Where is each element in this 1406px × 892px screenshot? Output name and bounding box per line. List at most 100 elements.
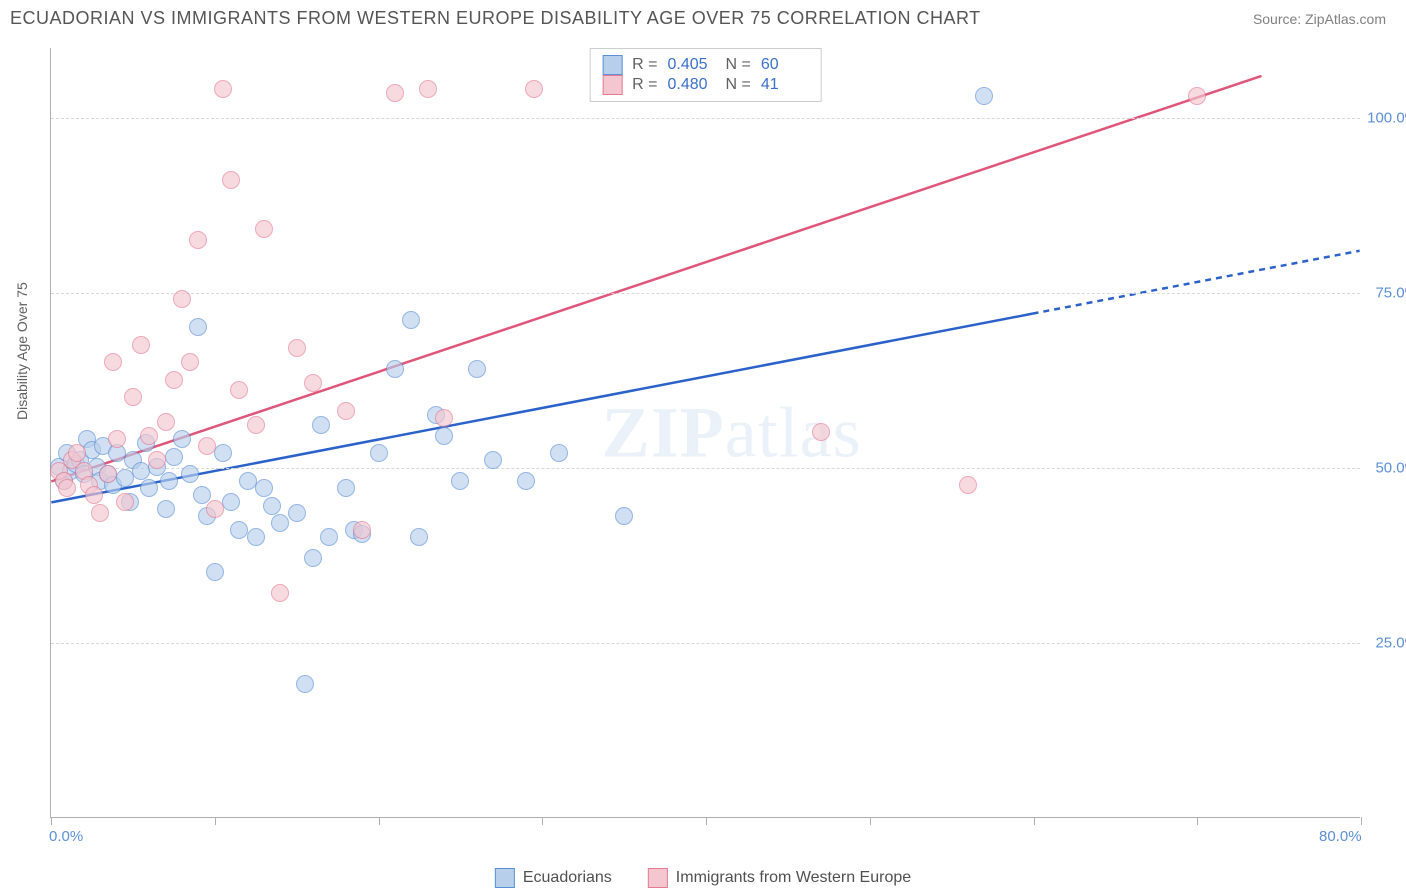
- data-point: [247, 416, 265, 434]
- trend-lines: [51, 48, 1360, 817]
- data-point: [165, 448, 183, 466]
- data-point: [386, 360, 404, 378]
- data-point: [517, 472, 535, 490]
- x-tick: [542, 817, 543, 825]
- legend-item: Immigrants from Western Europe: [648, 868, 911, 888]
- data-point: [975, 87, 993, 105]
- data-point: [214, 80, 232, 98]
- x-tick: [1034, 817, 1035, 825]
- n-label: N =: [726, 76, 751, 94]
- swatch-icon: [602, 55, 622, 75]
- scatter-chart: ZIPatlas R = 0.405 N = 60 R = 0.480 N = …: [50, 48, 1360, 818]
- swatch-icon: [495, 868, 515, 888]
- r-value: 0.480: [668, 76, 716, 94]
- data-point: [419, 80, 437, 98]
- data-point: [222, 493, 240, 511]
- data-point: [451, 472, 469, 490]
- legend-label: Immigrants from Western Europe: [676, 869, 911, 887]
- data-point: [140, 479, 158, 497]
- data-point: [525, 80, 543, 98]
- data-point: [337, 402, 355, 420]
- data-point: [206, 563, 224, 581]
- data-point: [214, 444, 232, 462]
- data-point: [304, 549, 322, 567]
- data-point: [484, 451, 502, 469]
- data-point: [370, 444, 388, 462]
- data-point: [189, 231, 207, 249]
- data-point: [157, 500, 175, 518]
- x-tick: [379, 817, 380, 825]
- data-point: [222, 171, 240, 189]
- data-point: [173, 290, 191, 308]
- data-point: [116, 493, 134, 511]
- data-point: [148, 451, 166, 469]
- data-point: [206, 500, 224, 518]
- data-point: [615, 507, 633, 525]
- chart-title: ECUADORIAN VS IMMIGRANTS FROM WESTERN EU…: [10, 8, 981, 29]
- data-point: [124, 388, 142, 406]
- y-axis-label: Disability Age Over 75: [14, 282, 30, 420]
- data-point: [271, 584, 289, 602]
- data-point: [198, 437, 216, 455]
- data-point: [104, 353, 122, 371]
- r-label: R =: [632, 56, 657, 74]
- data-point: [165, 371, 183, 389]
- y-tick-label: 100.0%: [1367, 110, 1406, 127]
- data-point: [181, 465, 199, 483]
- data-point: [812, 423, 830, 441]
- data-point: [132, 336, 150, 354]
- swatch-icon: [648, 868, 668, 888]
- data-point: [157, 413, 175, 431]
- legend-row: R = 0.480 N = 41: [602, 75, 809, 95]
- x-tick-label: 0.0%: [49, 828, 83, 845]
- x-tick: [706, 817, 707, 825]
- y-tick-label: 75.0%: [1375, 285, 1406, 302]
- n-value: 60: [761, 56, 809, 74]
- data-point: [116, 469, 134, 487]
- data-point: [468, 360, 486, 378]
- data-point: [230, 381, 248, 399]
- data-point: [312, 416, 330, 434]
- legend-label: Ecuadorians: [523, 869, 612, 887]
- y-tick-label: 50.0%: [1375, 460, 1406, 477]
- data-point: [160, 472, 178, 490]
- data-point: [85, 486, 103, 504]
- series-legend: Ecuadorians Immigrants from Western Euro…: [495, 868, 911, 888]
- data-point: [99, 465, 117, 483]
- swatch-icon: [602, 75, 622, 95]
- n-value: 41: [761, 76, 809, 94]
- data-point: [140, 427, 158, 445]
- data-point: [435, 427, 453, 445]
- data-point: [108, 430, 126, 448]
- gridline: [51, 643, 1360, 644]
- legend-row: R = 0.405 N = 60: [602, 55, 809, 75]
- data-point: [263, 497, 281, 515]
- data-point: [189, 318, 207, 336]
- data-point: [410, 528, 428, 546]
- data-point: [959, 476, 977, 494]
- y-tick-label: 25.0%: [1375, 635, 1406, 652]
- data-point: [288, 504, 306, 522]
- data-point: [68, 444, 86, 462]
- correlation-legend: R = 0.405 N = 60 R = 0.480 N = 41: [589, 48, 822, 102]
- data-point: [255, 479, 273, 497]
- data-point: [288, 339, 306, 357]
- data-point: [271, 514, 289, 532]
- x-tick: [1197, 817, 1198, 825]
- n-label: N =: [726, 56, 751, 74]
- data-point: [173, 430, 191, 448]
- data-point: [255, 220, 273, 238]
- x-tick: [215, 817, 216, 825]
- data-point: [239, 472, 257, 490]
- data-point: [1188, 87, 1206, 105]
- data-point: [386, 84, 404, 102]
- data-point: [247, 528, 265, 546]
- gridline: [51, 468, 1360, 469]
- r-label: R =: [632, 76, 657, 94]
- data-point: [550, 444, 568, 462]
- x-tick-label: 80.0%: [1319, 828, 1362, 845]
- gridline: [51, 118, 1360, 119]
- x-tick: [870, 817, 871, 825]
- gridline: [51, 293, 1360, 294]
- data-point: [296, 675, 314, 693]
